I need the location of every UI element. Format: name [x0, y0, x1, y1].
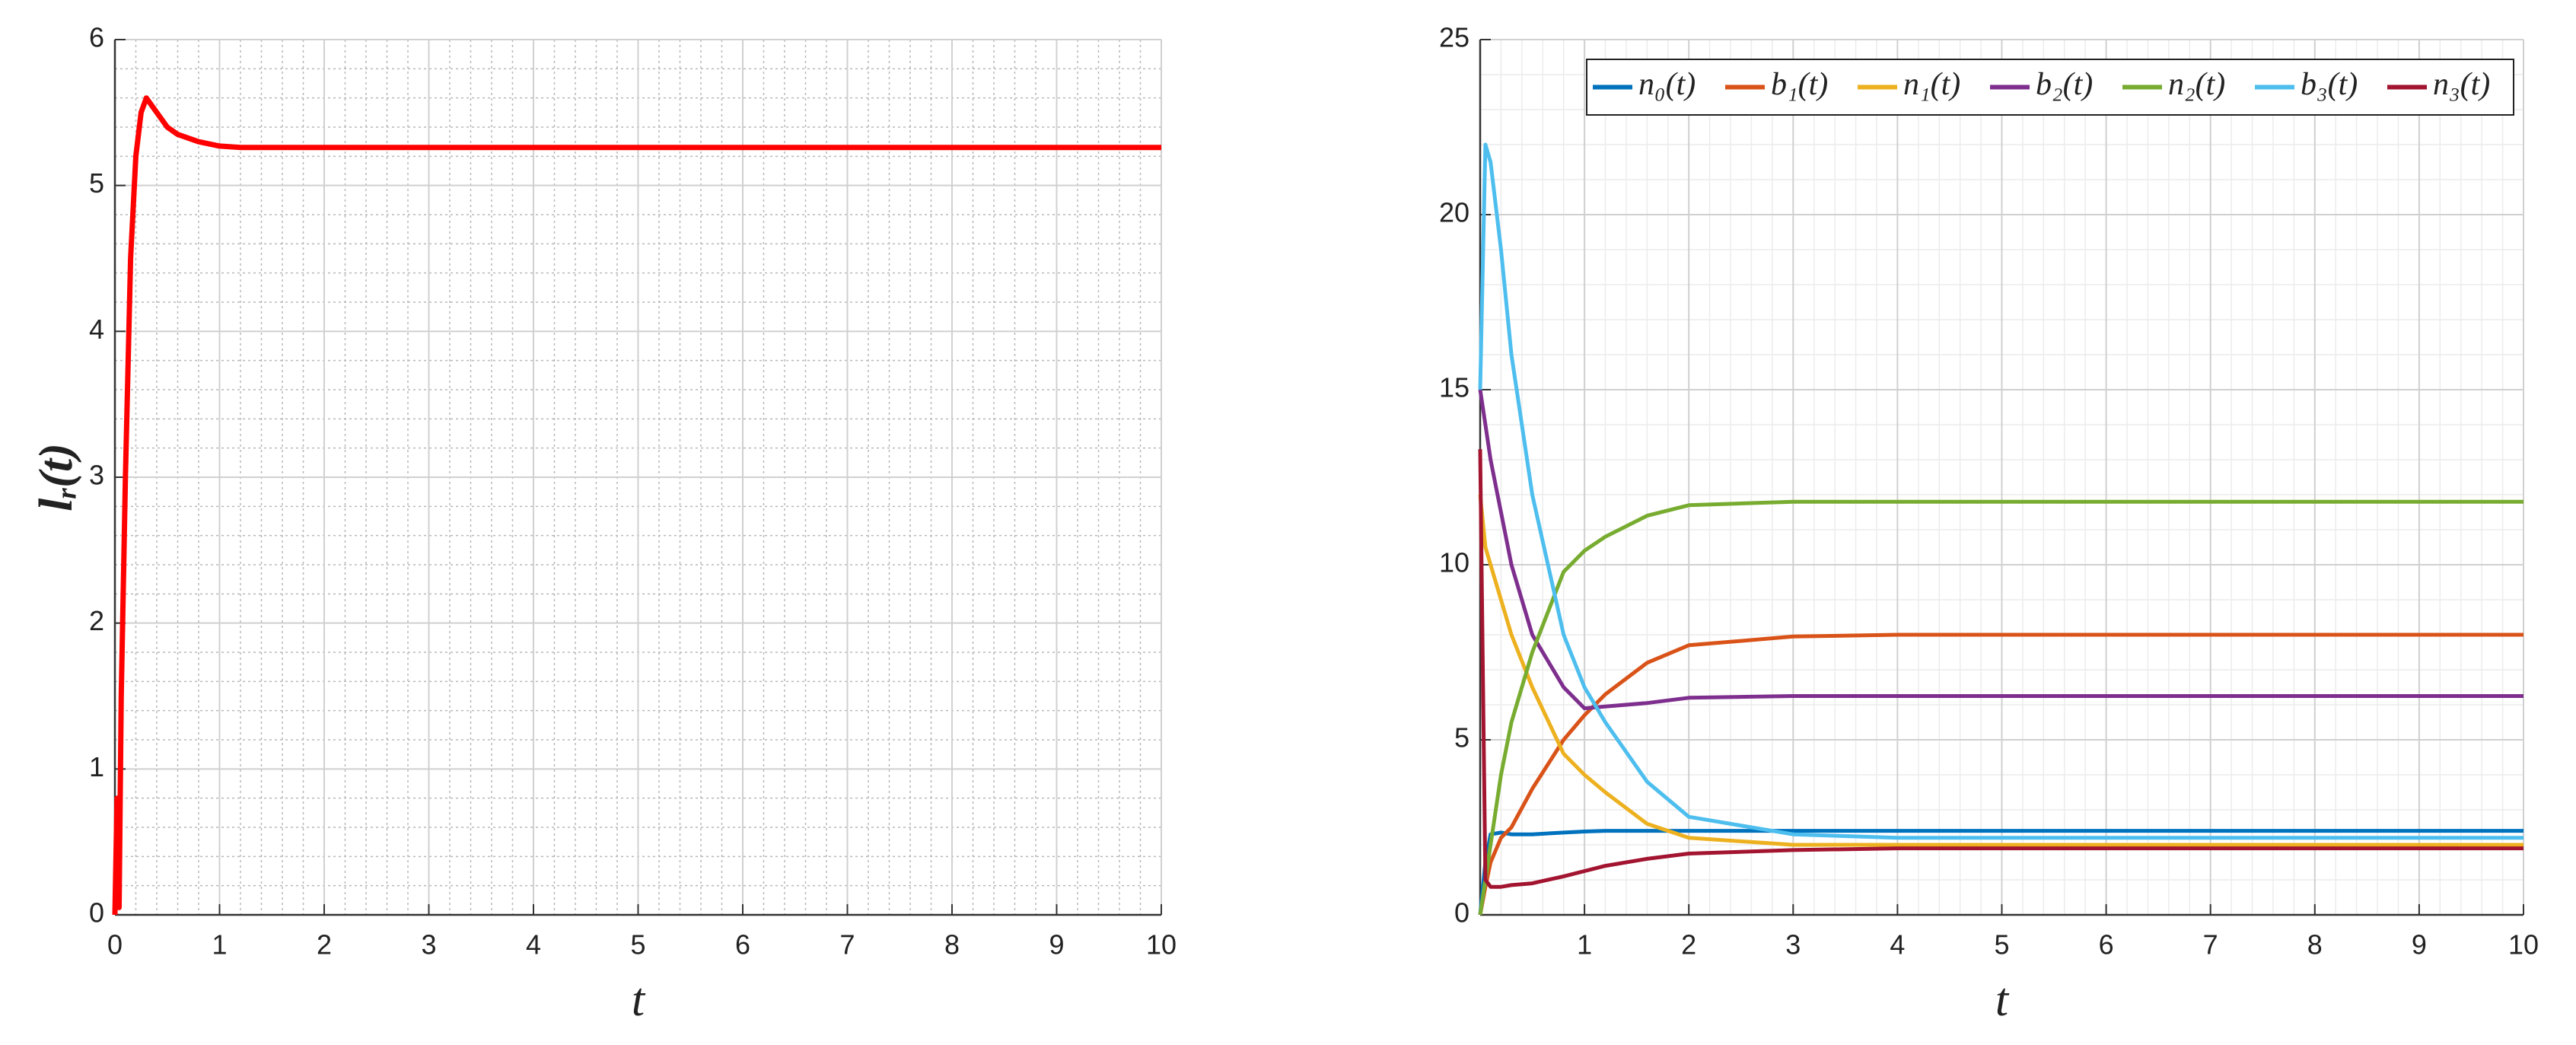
- x-tick-label: 6: [735, 929, 750, 961]
- legend-label: b₁(t): [1771, 67, 1828, 102]
- x-tick-label: 10: [1146, 929, 1177, 961]
- y-axis-label: lᵣ(t): [30, 443, 82, 511]
- series-line: [1478, 142, 2523, 840]
- y-tick-label: 15: [1439, 372, 1469, 403]
- legend-label: b₂(t): [2036, 67, 2093, 102]
- series-line: [112, 95, 1161, 916]
- x-tick-label: 4: [526, 929, 541, 961]
- x-tick-label: 9: [1049, 929, 1064, 961]
- legend-label: b₃(t): [2301, 67, 2358, 102]
- x-tick-label: 10: [2508, 929, 2539, 961]
- y-tick-label: 0: [89, 897, 104, 929]
- series-line: [1478, 829, 2523, 916]
- x-tick-label: 7: [2203, 929, 2218, 961]
- x-tick-label: 2: [317, 929, 332, 961]
- x-axis-label: t: [632, 974, 646, 1026]
- x-tick-label: 6: [2099, 929, 2114, 961]
- y-tick-label: 25: [1439, 22, 1469, 53]
- series-line: [1478, 499, 2523, 916]
- series-line: [1478, 449, 2523, 889]
- series-line: [1478, 494, 2523, 847]
- x-tick-label: 7: [839, 929, 855, 961]
- x-tick-label: 1: [1577, 929, 1592, 961]
- x-tick-label: 1: [212, 929, 227, 961]
- y-tick-label: 1: [89, 751, 104, 782]
- x-tick-label: 8: [944, 929, 960, 961]
- y-tick-label: 20: [1439, 197, 1469, 228]
- y-tick-label: 3: [89, 460, 104, 491]
- x-tick-label: 3: [421, 929, 436, 961]
- y-tick-label: 6: [89, 22, 104, 53]
- x-axis-label: t: [1995, 974, 2010, 1026]
- y-tick-label: 0: [1454, 897, 1469, 929]
- y-tick-label: 5: [89, 167, 104, 199]
- x-tick-label: 2: [1681, 929, 1696, 961]
- y-tick-label: 5: [1454, 722, 1469, 753]
- y-tick-label: 2: [89, 605, 104, 636]
- y-tick-label: 10: [1439, 547, 1469, 578]
- x-tick-label: 9: [2412, 929, 2427, 961]
- x-tick-label: 0: [107, 929, 123, 961]
- x-tick-label: 5: [1994, 929, 2009, 961]
- legend-label: n₁(t): [1903, 67, 1960, 102]
- legend-label: n₀(t): [1638, 67, 1696, 102]
- legend: n₀(t) b₁(t) n₁(t) b₂(t) n₂(t) b₃(t) n₃(t): [1586, 59, 2514, 116]
- x-tick-label: 5: [630, 929, 645, 961]
- legend-label: n₃(t): [2433, 67, 2490, 102]
- x-tick-label: 4: [1890, 929, 1905, 961]
- y-tick-label: 4: [89, 314, 104, 345]
- x-tick-label: 8: [2307, 929, 2323, 961]
- legend-label: n₂(t): [2168, 67, 2225, 102]
- x-tick-label: 3: [1785, 929, 1801, 961]
